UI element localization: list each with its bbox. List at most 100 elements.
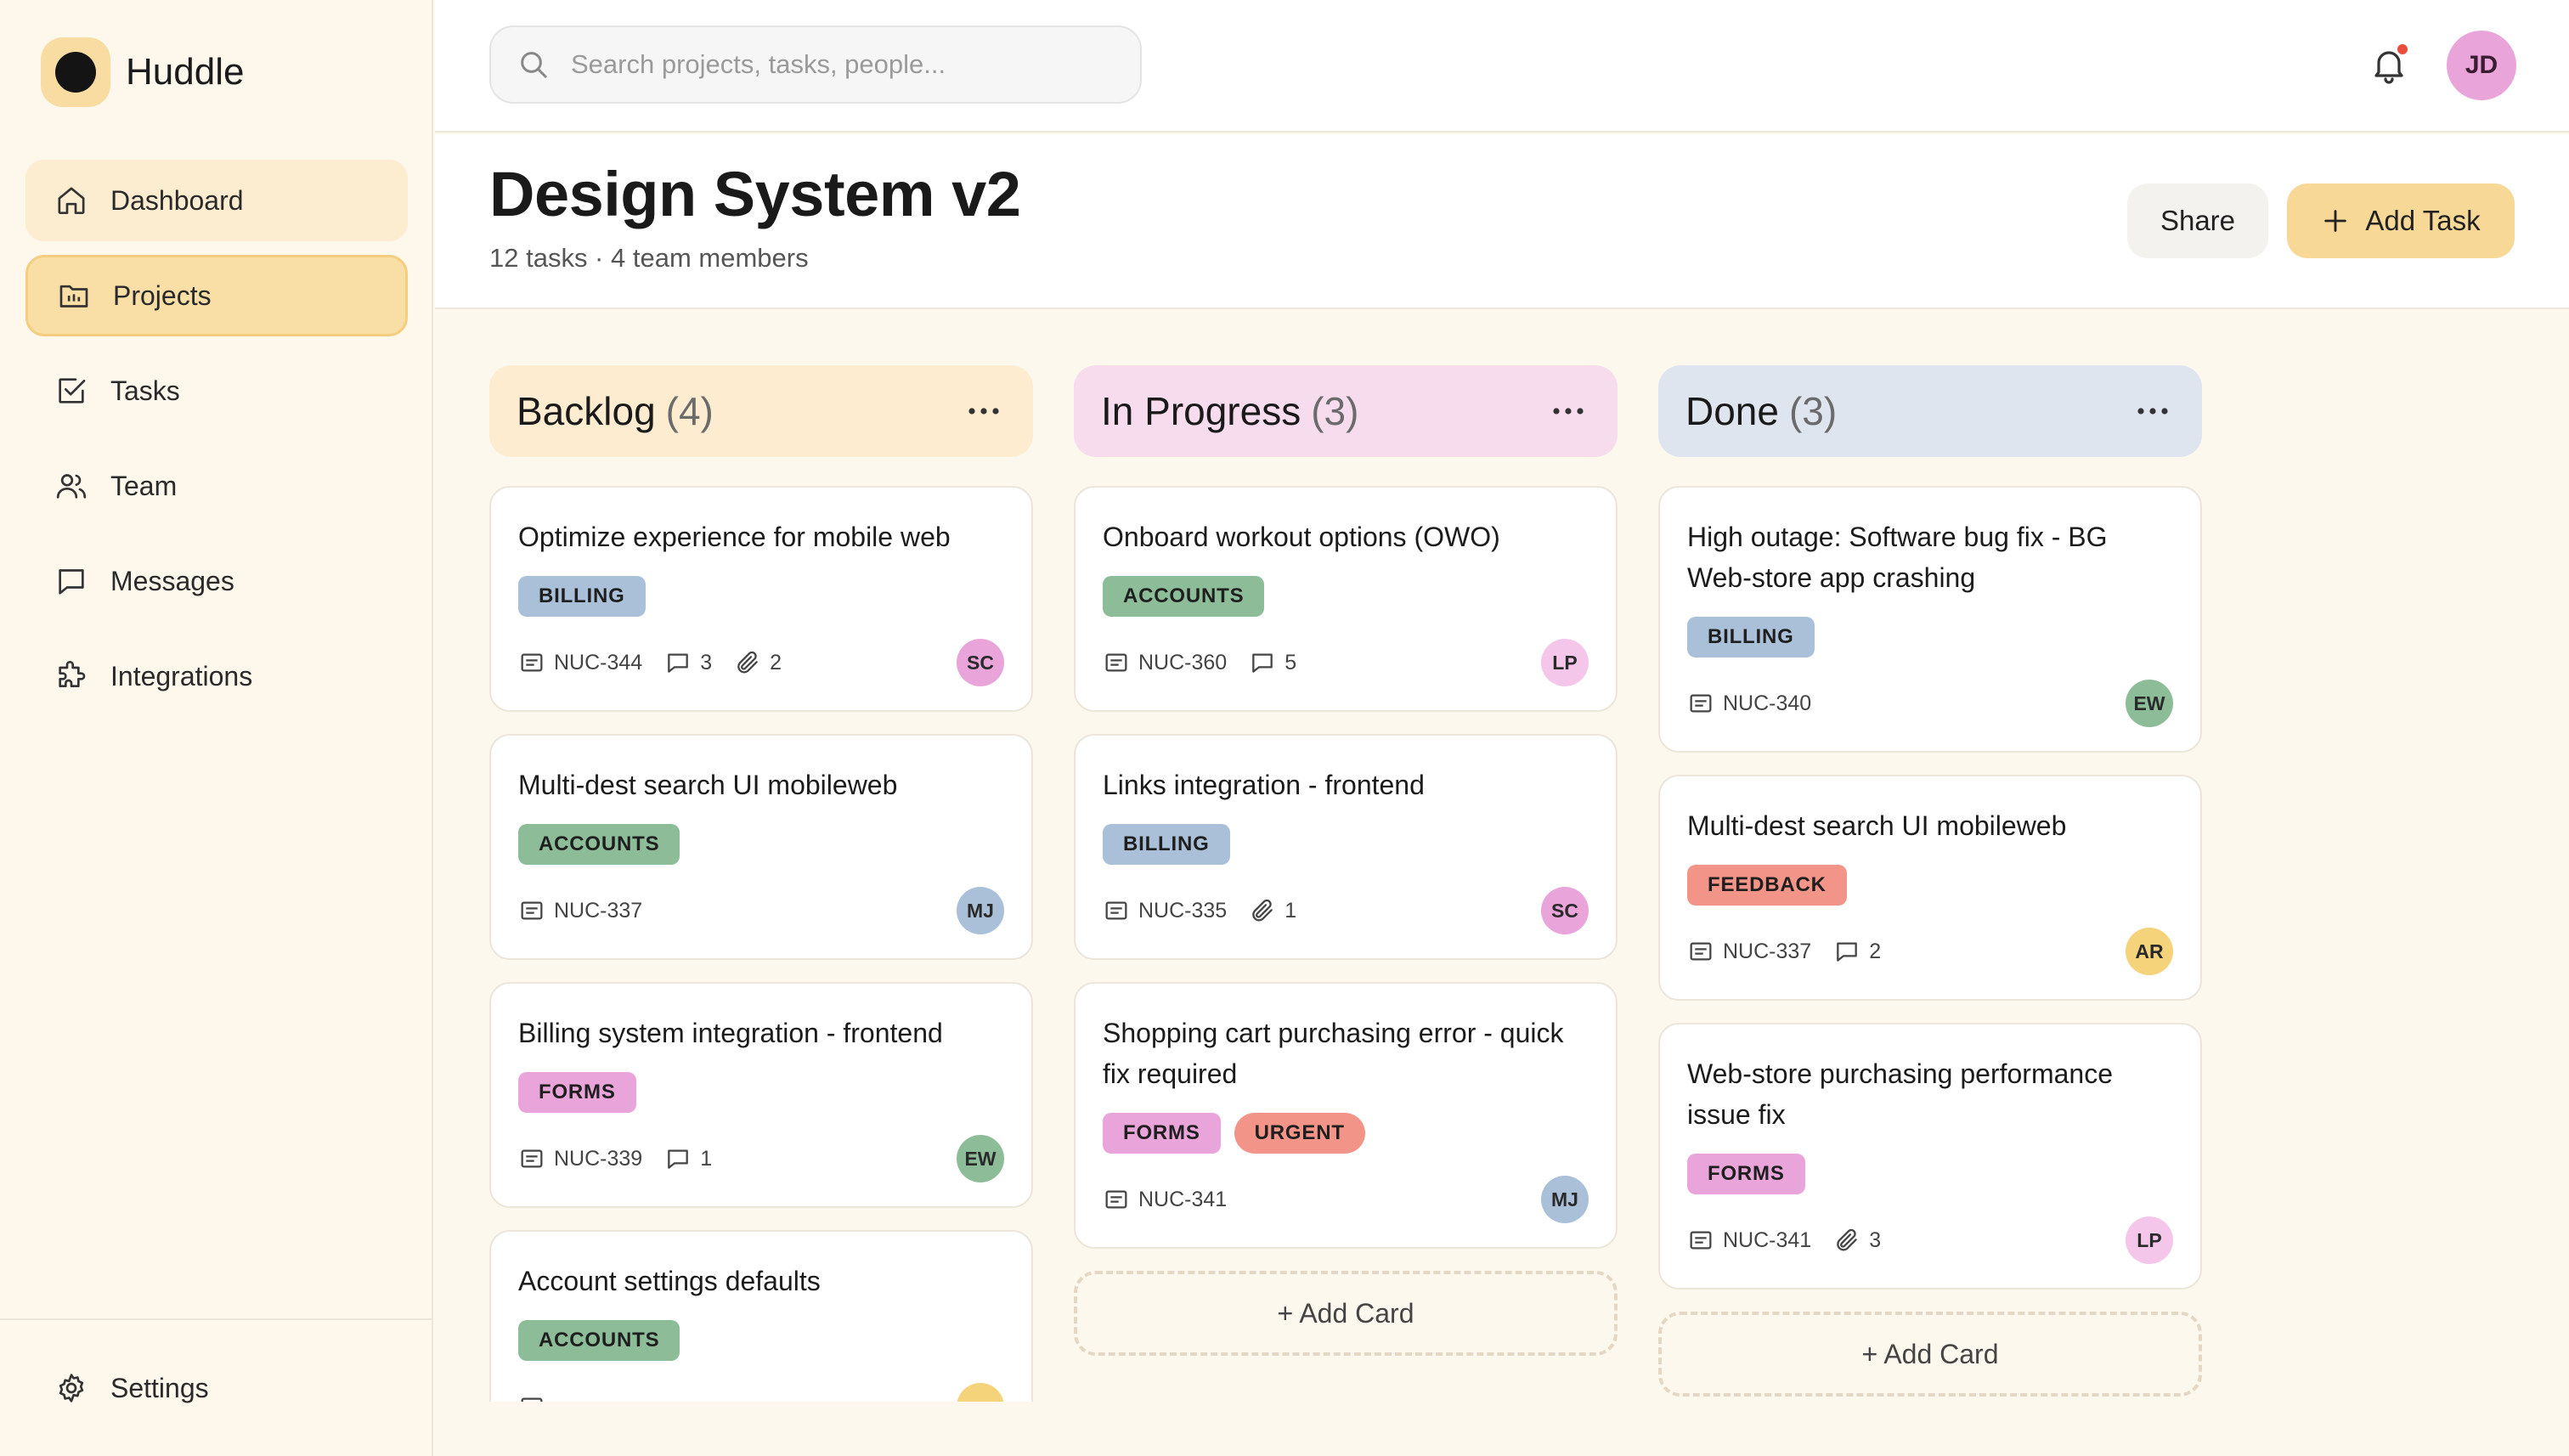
share-button[interactable]: Share	[2127, 183, 2268, 258]
comment-icon	[1249, 649, 1276, 676]
card-meta: NUC-337 MJ	[518, 887, 1004, 934]
task-card[interactable]: Onboard workout options (OWO) ACCOUNTS NUC…	[1074, 486, 1618, 712]
attachment-count[interactable]: 1	[1249, 897, 1296, 924]
ticket-id: NUC-344	[518, 649, 642, 676]
task-card[interactable]: High outage: Software bug fix - BG Web-s…	[1658, 486, 2202, 753]
card-title: Optimize experience for mobile web	[518, 522, 951, 552]
task-card[interactable]: Multi-dest search UI mobileweb ACCOUNTS NU…	[489, 734, 1033, 960]
task-card[interactable]: Links integration - frontend BILLING NUC-3…	[1074, 734, 1618, 960]
more-options-icon[interactable]	[965, 403, 1002, 420]
notifications-button[interactable]	[2369, 42, 2409, 87]
comment-count[interactable]: 3	[664, 649, 712, 676]
column-in-progress: In Progress (3) Onboard workout options (…	[1074, 365, 1618, 1356]
paperclip-icon	[1249, 897, 1276, 924]
sidebar-item-projects[interactable]: Projects	[25, 255, 408, 336]
column-title: Backlog (4)	[517, 389, 714, 433]
column-count: (4)	[665, 389, 714, 433]
paperclip-icon	[734, 649, 761, 676]
task-card[interactable]: Account settings defaults ACCOUNTS	[489, 1230, 1033, 1402]
task-card[interactable]: Multi-dest search UI mobileweb FEEDBACK NU…	[1658, 775, 2202, 1001]
card-meta: NUC-360 5 LP	[1103, 639, 1589, 686]
tag-badge: ACCOUNTS	[518, 1320, 680, 1361]
column-header: Backlog (4)	[489, 365, 1033, 457]
comment-count[interactable]: 1	[664, 1145, 712, 1172]
search-input[interactable]	[571, 49, 1115, 80]
sidebar-item-settings[interactable]: Settings	[25, 1347, 408, 1429]
page-title: Design System v2	[489, 159, 1021, 229]
more-options-icon[interactable]	[2134, 403, 2171, 420]
tag-list: ACCOUNTS	[518, 1320, 1004, 1361]
ticket-icon	[1103, 897, 1130, 924]
column-title: In Progress (3)	[1101, 389, 1359, 433]
attachment-count[interactable]: 3	[1833, 1227, 1881, 1254]
more-options-icon[interactable]	[1550, 403, 1587, 420]
tag-list: FEEDBACK	[1687, 865, 2173, 906]
folder-icon	[57, 279, 91, 313]
assignee-avatar[interactable]: LP	[2126, 1216, 2173, 1264]
card-meta	[518, 1383, 1004, 1402]
sidebar-item-label: Messages	[110, 565, 234, 596]
task-card[interactable]: Shopping cart purchasing error - quick f…	[1074, 982, 1618, 1249]
app-logo[interactable]: Huddle	[41, 37, 244, 107]
tag-list: ACCOUNTS	[518, 824, 1004, 865]
comment-icon	[1833, 938, 1860, 965]
card-title: Shopping cart purchasing error - quick f…	[1103, 1018, 1564, 1089]
card-list: Onboard workout options (OWO) ACCOUNTS NUC…	[1074, 486, 1618, 1249]
sidebar-item-messages[interactable]: Messages	[25, 540, 408, 622]
tag-badge: BILLING	[1103, 824, 1230, 865]
user-avatar[interactable]: JD	[2447, 31, 2516, 100]
task-card[interactable]: Web-store purchasing performance issue f…	[1658, 1023, 2202, 1290]
sidebar-item-tasks[interactable]: Tasks	[25, 350, 408, 432]
ticket-id	[518, 1393, 554, 1402]
ticket-id: NUC-341	[1103, 1186, 1227, 1213]
assignee-avatar[interactable]: MJ	[957, 887, 1004, 934]
sidebar-divider	[0, 1318, 433, 1320]
task-card[interactable]: Optimize experience for mobile web BILLIN…	[489, 486, 1033, 712]
sidebar-item-label: Dashboard	[110, 184, 244, 216]
app-name: Huddle	[126, 51, 245, 93]
add-task-button[interactable]: Add Task	[2287, 183, 2515, 258]
plus-icon	[2321, 206, 2350, 235]
notification-dot	[2396, 42, 2409, 56]
assignee-avatar[interactable]: MJ	[1541, 1176, 1589, 1223]
add-card-button[interactable]: + Add Card	[1074, 1271, 1618, 1356]
comment-icon	[664, 1145, 692, 1172]
puzzle-icon	[54, 659, 88, 693]
tag-list: BILLING	[1103, 824, 1589, 865]
tag-badge: URGENT	[1234, 1113, 1365, 1154]
search-bar[interactable]	[489, 25, 1142, 104]
card-meta: NUC-341 MJ	[1103, 1176, 1589, 1223]
sidebar-item-label: Team	[110, 470, 178, 501]
add-card-button[interactable]: + Add Card	[1658, 1312, 2202, 1397]
sidebar-item-label: Tasks	[110, 375, 180, 406]
ticket-icon	[518, 1145, 545, 1172]
sidebar-item-integrations[interactable]: Integrations	[25, 635, 408, 717]
task-card[interactable]: Billing system integration - frontend FOR…	[489, 982, 1033, 1208]
card-title: Billing system integration - frontend	[518, 1018, 943, 1048]
column-title: Done (3)	[1685, 389, 1838, 433]
sidebar-item-dashboard[interactable]: Dashboard	[25, 160, 408, 241]
comment-count[interactable]: 2	[1833, 938, 1881, 965]
comment-count[interactable]: 5	[1249, 649, 1296, 676]
sidebar-item-label: Projects	[113, 279, 212, 311]
ticket-id: NUC-337	[518, 897, 642, 924]
card-title: Links integration - frontend	[1103, 770, 1425, 800]
assignee-avatar[interactable]: SC	[957, 639, 1004, 686]
attachment-count[interactable]: 2	[734, 649, 782, 676]
assignee-avatar[interactable]: EW	[957, 1135, 1004, 1182]
home-icon	[54, 183, 88, 217]
assignee-avatar[interactable]: EW	[2126, 680, 2173, 727]
sidebar-item-team[interactable]: Team	[25, 445, 408, 527]
assignee-avatar[interactable]: LP	[1541, 639, 1589, 686]
assignee-avatar[interactable]: AR	[2126, 928, 2173, 975]
card-meta: NUC-341 3 LP	[1687, 1216, 2173, 1264]
card-title: Onboard workout options (OWO)	[1103, 522, 1500, 552]
page-subtitle: 12 tasks · 4 team members	[489, 243, 809, 273]
card-list: High outage: Software bug fix - BG Web-s…	[1658, 486, 2202, 1290]
column-done: Done (3) High outage: Software bug fix - …	[1658, 365, 2202, 1397]
card-meta: NUC-339 1 EW	[518, 1135, 1004, 1182]
column-header: Done (3)	[1658, 365, 2202, 457]
assignee-avatar[interactable]: SC	[1541, 887, 1589, 934]
assignee-avatar[interactable]	[957, 1383, 1004, 1402]
card-title: Web-store purchasing performance issue f…	[1687, 1058, 2113, 1130]
